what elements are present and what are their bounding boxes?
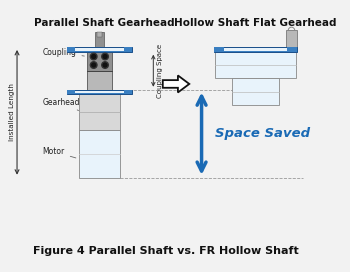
- Circle shape: [102, 53, 108, 60]
- Circle shape: [92, 63, 96, 67]
- Bar: [75, 91, 124, 93]
- Bar: [87, 52, 112, 71]
- FancyArrow shape: [163, 75, 189, 92]
- Bar: [78, 130, 120, 178]
- Bar: [287, 47, 297, 52]
- Bar: [232, 78, 279, 105]
- Bar: [224, 48, 287, 51]
- Text: Parallel Shaft Gearhead: Parallel Shaft Gearhead: [34, 18, 174, 28]
- Text: Figure 4 Parallel Shaft vs. FR Hollow Shaft: Figure 4 Parallel Shaft vs. FR Hollow Sh…: [33, 246, 299, 256]
- Bar: [67, 90, 75, 94]
- Bar: [75, 48, 124, 51]
- Circle shape: [103, 55, 107, 58]
- Bar: [214, 47, 297, 52]
- Bar: [67, 90, 132, 94]
- Circle shape: [90, 62, 97, 68]
- Bar: [124, 90, 132, 94]
- Bar: [78, 94, 120, 130]
- Circle shape: [92, 55, 96, 58]
- Bar: [286, 30, 297, 47]
- Bar: [67, 47, 132, 52]
- Text: Gearhead: Gearhead: [43, 98, 80, 110]
- Bar: [87, 71, 112, 90]
- Bar: [124, 47, 132, 52]
- Text: Installed Length: Installed Length: [9, 84, 15, 141]
- Bar: [67, 47, 75, 52]
- Text: Motor: Motor: [43, 147, 76, 158]
- Bar: [215, 52, 296, 78]
- Text: Space Saved: Space Saved: [215, 127, 310, 140]
- Bar: [97, 32, 102, 37]
- Text: Hollow Shaft Flat Gearhead: Hollow Shaft Flat Gearhead: [174, 18, 337, 28]
- Circle shape: [102, 62, 108, 68]
- Circle shape: [103, 63, 107, 67]
- Circle shape: [90, 53, 97, 60]
- Text: Coupling: Coupling: [43, 48, 84, 57]
- Bar: [94, 32, 104, 47]
- Text: Coupling Space: Coupling Space: [157, 44, 163, 98]
- Bar: [214, 47, 224, 52]
